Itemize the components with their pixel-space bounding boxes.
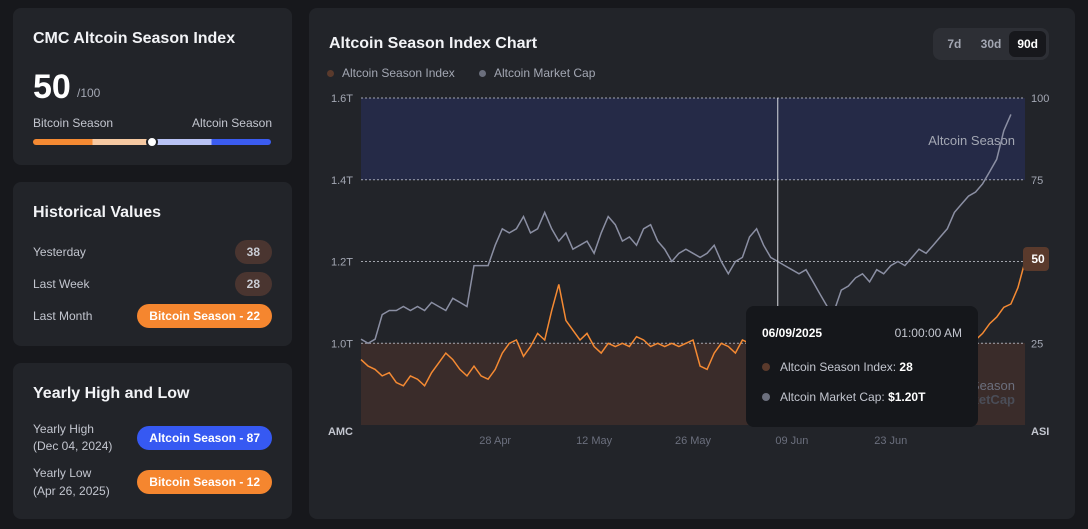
tooltip-row-cap: Altcoin Market Cap: $1.20T bbox=[762, 390, 925, 404]
x-axis-tick-label: 28 Apr bbox=[479, 435, 511, 447]
yearly-title: Yearly High and Low bbox=[33, 385, 190, 402]
tooltip-dot-cap bbox=[762, 393, 770, 401]
legend-dot-index bbox=[327, 69, 334, 77]
tooltip-row-index: Altcoin Season Index: 28 bbox=[762, 360, 913, 374]
right-axis-tick-label: 75 bbox=[1031, 175, 1043, 187]
legend-label-index: Altcoin Season Index bbox=[342, 66, 455, 80]
index-denominator: /100 bbox=[77, 86, 101, 100]
legend-label-cap: Altcoin Market Cap bbox=[494, 66, 596, 80]
scale-indicator-knob bbox=[146, 136, 158, 148]
index-chart-card: Altcoin Season Index Chart 7d 30d 90d Al… bbox=[309, 8, 1075, 519]
tooltip-cap-value: $1.20T bbox=[888, 390, 926, 404]
altcoin-season-zone-label: Altcoin Season bbox=[928, 133, 1015, 148]
index-card-title: CMC Altcoin Season Index bbox=[33, 30, 236, 47]
left-axis-tick-label: 1.2T bbox=[331, 257, 353, 269]
right-axis-tick-label: 25 bbox=[1031, 338, 1043, 350]
tooltip-index-label: Altcoin Season Index: bbox=[780, 360, 897, 374]
last-week-badge: 28 bbox=[234, 272, 272, 296]
legend-item-cap[interactable]: Altcoin Market Cap bbox=[479, 66, 595, 80]
last-week-label: Last Week bbox=[33, 277, 90, 291]
left-axis-tick-label: 1.0T bbox=[331, 338, 353, 350]
altcoin-index-card: CMC Altcoin Season Index 50 /100 Bitcoin… bbox=[13, 8, 292, 165]
tooltip-index-value: 28 bbox=[899, 360, 913, 374]
range-7d-button[interactable]: 7d bbox=[947, 37, 962, 51]
tooltip-dot-index bbox=[762, 363, 770, 371]
market-cap-series-line bbox=[360, 114, 1012, 345]
index-value: 50 bbox=[33, 68, 71, 106]
yearly-low-date: (Apr 26, 2025) bbox=[33, 484, 110, 498]
last-month-badge: Bitcoin Season - 22 bbox=[137, 304, 272, 328]
legend-item-index[interactable]: Altcoin Season Index bbox=[327, 66, 455, 80]
altcoin-season-zone bbox=[361, 98, 1025, 180]
altcoin-season-label: Altcoin Season bbox=[191, 116, 272, 130]
chart-plot[interactable]: Altcoin Season Bitcoin Season CoinMarket… bbox=[309, 8, 1075, 519]
yearly-high-date: (Dec 04, 2024) bbox=[33, 439, 113, 453]
range-selector: 7d 30d 90d bbox=[933, 28, 1049, 60]
right-axis-tick-label: 100 bbox=[1031, 93, 1049, 105]
yearly-high-label: Yearly High bbox=[33, 422, 94, 436]
current-value-badge bbox=[1023, 247, 1049, 271]
yearly-high-low-card: Yearly High and Low Yearly High (Dec 04,… bbox=[13, 363, 292, 519]
yearly-low-label: Yearly Low bbox=[33, 466, 92, 480]
left-axis-tick-label: 1.4T bbox=[331, 175, 353, 187]
historical-values-card: Historical Values Yesterday 38 Last Week… bbox=[13, 182, 292, 346]
x-axis-tick-label: 23 Jun bbox=[874, 435, 907, 447]
left-axis-tick-label: 1.6T bbox=[331, 93, 353, 105]
yesterday-badge: 38 bbox=[234, 240, 272, 264]
yesterday-label: Yesterday bbox=[33, 245, 86, 259]
range-90d-button[interactable]: 90d bbox=[1009, 31, 1047, 57]
chart-title: Altcoin Season Index Chart bbox=[329, 35, 538, 52]
yearly-low-badge: Bitcoin Season - 12 bbox=[137, 470, 272, 494]
legend-dot-cap bbox=[479, 69, 486, 77]
tooltip-cap-label: Altcoin Market Cap: bbox=[780, 390, 885, 404]
tooltip-date: 06/09/2025 bbox=[762, 326, 823, 340]
historical-title: Historical Values bbox=[33, 204, 162, 221]
left-axis-label: AMC bbox=[328, 426, 353, 438]
x-axis-tick-label: 26 May bbox=[675, 435, 712, 447]
current-value-text: 50 bbox=[1031, 252, 1045, 266]
x-axis-tick-label: 12 May bbox=[576, 435, 613, 447]
chart-tooltip: 06/09/2025 01:00:00 AM Altcoin Season In… bbox=[746, 306, 978, 427]
tooltip-time: 01:00:00 AM bbox=[894, 326, 962, 340]
range-30d-button[interactable]: 30d bbox=[980, 37, 1002, 51]
x-axis-tick-label: 09 Jun bbox=[775, 435, 808, 447]
bitcoin-season-label: Bitcoin Season bbox=[33, 116, 114, 130]
right-axis-label: ASI bbox=[1031, 426, 1049, 438]
yearly-high-badge: Altcoin Season - 87 bbox=[137, 426, 272, 450]
last-month-label: Last Month bbox=[33, 309, 93, 323]
